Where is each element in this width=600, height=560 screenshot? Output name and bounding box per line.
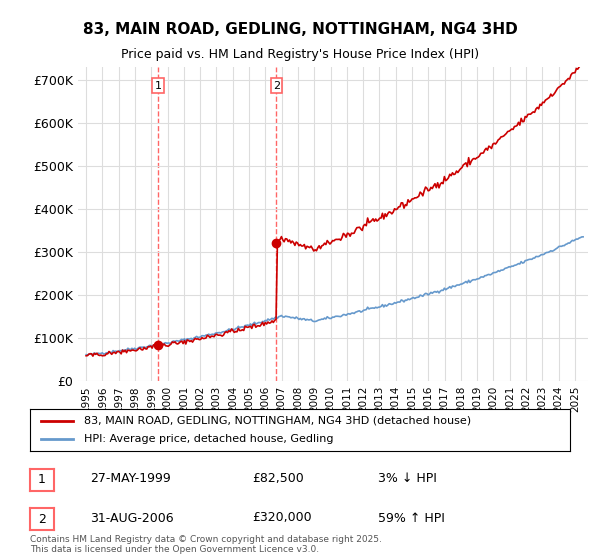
Text: Contains HM Land Registry data © Crown copyright and database right 2025.
This d: Contains HM Land Registry data © Crown c…: [30, 535, 382, 554]
Text: 83, MAIN ROAD, GEDLING, NOTTINGHAM, NG4 3HD: 83, MAIN ROAD, GEDLING, NOTTINGHAM, NG4 …: [83, 22, 517, 38]
Text: 83, MAIN ROAD, GEDLING, NOTTINGHAM, NG4 3HD (detached house): 83, MAIN ROAD, GEDLING, NOTTINGHAM, NG4 …: [84, 416, 471, 426]
Text: Price paid vs. HM Land Registry's House Price Index (HPI): Price paid vs. HM Land Registry's House …: [121, 48, 479, 60]
Text: 2: 2: [273, 81, 280, 91]
Text: 31-AUG-2006: 31-AUG-2006: [90, 511, 173, 525]
Text: 2: 2: [38, 512, 46, 526]
Text: 1: 1: [38, 473, 46, 487]
Text: 3% ↓ HPI: 3% ↓ HPI: [378, 472, 437, 486]
Text: 1: 1: [155, 81, 161, 91]
Text: £320,000: £320,000: [252, 511, 311, 525]
Text: HPI: Average price, detached house, Gedling: HPI: Average price, detached house, Gedl…: [84, 434, 334, 444]
Text: 59% ↑ HPI: 59% ↑ HPI: [378, 511, 445, 525]
Text: 27-MAY-1999: 27-MAY-1999: [90, 472, 171, 486]
Text: £82,500: £82,500: [252, 472, 304, 486]
